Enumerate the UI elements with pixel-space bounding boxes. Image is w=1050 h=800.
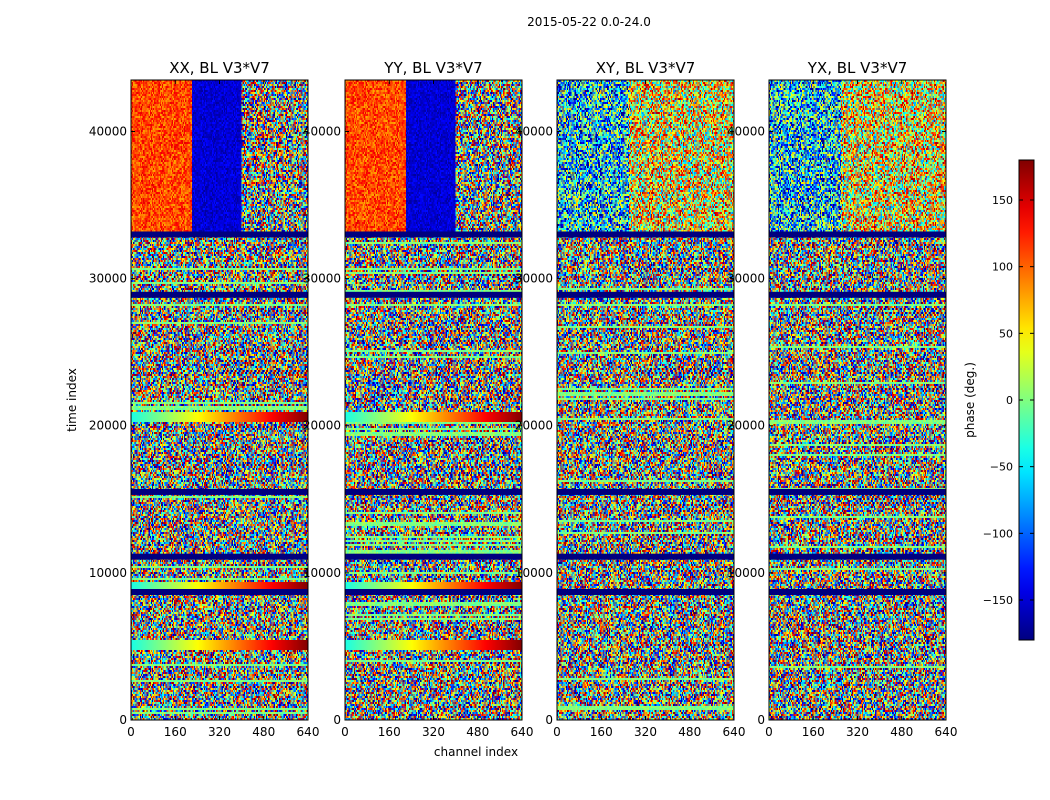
panel-xx: XX, BL V3*V7 0 160 320 480 640 0 10000 20000 3000… [89,59,320,739]
flagged-row [345,589,522,595]
y-tick-label: 0 [757,713,765,727]
flagged-row [345,553,522,560]
colorbar-tick-label: −50 [990,461,1013,474]
x-tick-label: 640 [723,725,746,739]
flagged-row [131,488,308,495]
x-tick-label: 0 [765,725,773,739]
panel-yx: YX, BL V3*V7 0 160 320 480 640 0 10000 20000 3000… [727,59,958,739]
heatmap-image-xy [557,80,734,720]
y-tick-label: 30000 [727,272,765,286]
colorbar-tick-label: 150 [992,194,1013,207]
panel-title: YX, BL V3*V7 [807,59,908,77]
y-tick-label: 20000 [515,419,553,433]
flagged-row [345,231,522,238]
x-tick-label: 480 [252,725,275,739]
x-tick-label: 640 [297,725,320,739]
flagged-row [769,553,946,560]
figure-suptitle: 2015-05-22 0.0-24.0 [527,15,651,29]
flagged-row [769,589,946,595]
x-tick-label: 320 [846,725,869,739]
y-tick-label: 0 [119,713,127,727]
y-tick-label: 40000 [303,124,341,138]
y-tick-label: 10000 [89,566,127,580]
x-tick-label: 160 [378,725,401,739]
flagged-row [769,231,946,238]
panel-title: XY, BL V3*V7 [596,59,696,77]
y-tick-label: 20000 [303,419,341,433]
flagged-row [557,291,734,298]
y-tick-label: 10000 [515,566,553,580]
colorbar-tick-label: 50 [999,327,1013,340]
panel-yy: YY, BL V3*V7 0 160 320 480 640 0 10000 20000 3000… [303,59,534,739]
panel-group: XX, BL V3*V7 0 160 320 480 640 0 10000 20000 3000… [89,59,958,739]
y-tick-label: 40000 [89,124,127,138]
y-tick-label: 0 [545,713,553,727]
colorbar: −150 −100 −50 0 50 100 150 [983,159,1035,641]
x-tick-label: 160 [164,725,187,739]
flagged-row [131,553,308,560]
x-tick-label: 480 [466,725,489,739]
x-tick-label: 320 [208,725,231,739]
flagged-row [769,291,946,298]
x-tick-label: 640 [511,725,534,739]
flagged-row [557,553,734,560]
x-tick-label: 480 [678,725,701,739]
flagged-row [131,291,308,298]
panel-xy: XY, BL V3*V7 0 160 320 480 640 0 10000 20000 3000… [515,59,746,739]
flagged-row [345,291,522,298]
y-tick-label: 20000 [727,419,765,433]
flagged-row [557,488,734,495]
colorbar-tick-label: 0 [1006,394,1013,407]
colorbar-tick-label: 100 [992,261,1013,274]
y-tick-label: 40000 [727,124,765,138]
heatmap-image-yy [345,80,522,720]
y-tick-label: 40000 [515,124,553,138]
y-tick-label: 30000 [515,272,553,286]
x-tick-label: 0 [127,725,135,739]
flagged-row [345,488,522,495]
flagged-row [131,589,308,595]
y-tick-label: 10000 [303,566,341,580]
colorbar-tick-label: −150 [983,594,1013,607]
x-tick-label: 480 [890,725,913,739]
flagged-row [131,231,308,238]
x-tick-label: 640 [935,725,958,739]
x-tick-label: 0 [553,725,561,739]
y-tick-label: 30000 [303,272,341,286]
panel-title: YY, BL V3*V7 [383,59,482,77]
y-tick-label: 0 [333,713,341,727]
x-tick-label: 320 [422,725,445,739]
heatmap-image-xx [131,80,308,720]
x-axis-label: channel index [434,745,518,759]
flagged-row [557,589,734,595]
colorbar-tick-label: −100 [983,527,1013,540]
panel-title: XX, BL V3*V7 [169,59,270,77]
colorbar-label: phase (deg.) [963,362,977,438]
y-tick-label: 20000 [89,419,127,433]
x-tick-label: 160 [590,725,613,739]
x-tick-label: 0 [341,725,349,739]
x-tick-label: 320 [634,725,657,739]
flagged-row [557,231,734,238]
x-tick-label: 160 [802,725,825,739]
y-axis-label: time index [65,368,79,432]
flagged-row [769,488,946,495]
heatmap-image-yx [769,80,946,720]
y-tick-label: 10000 [727,566,765,580]
y-tick-label: 30000 [89,272,127,286]
